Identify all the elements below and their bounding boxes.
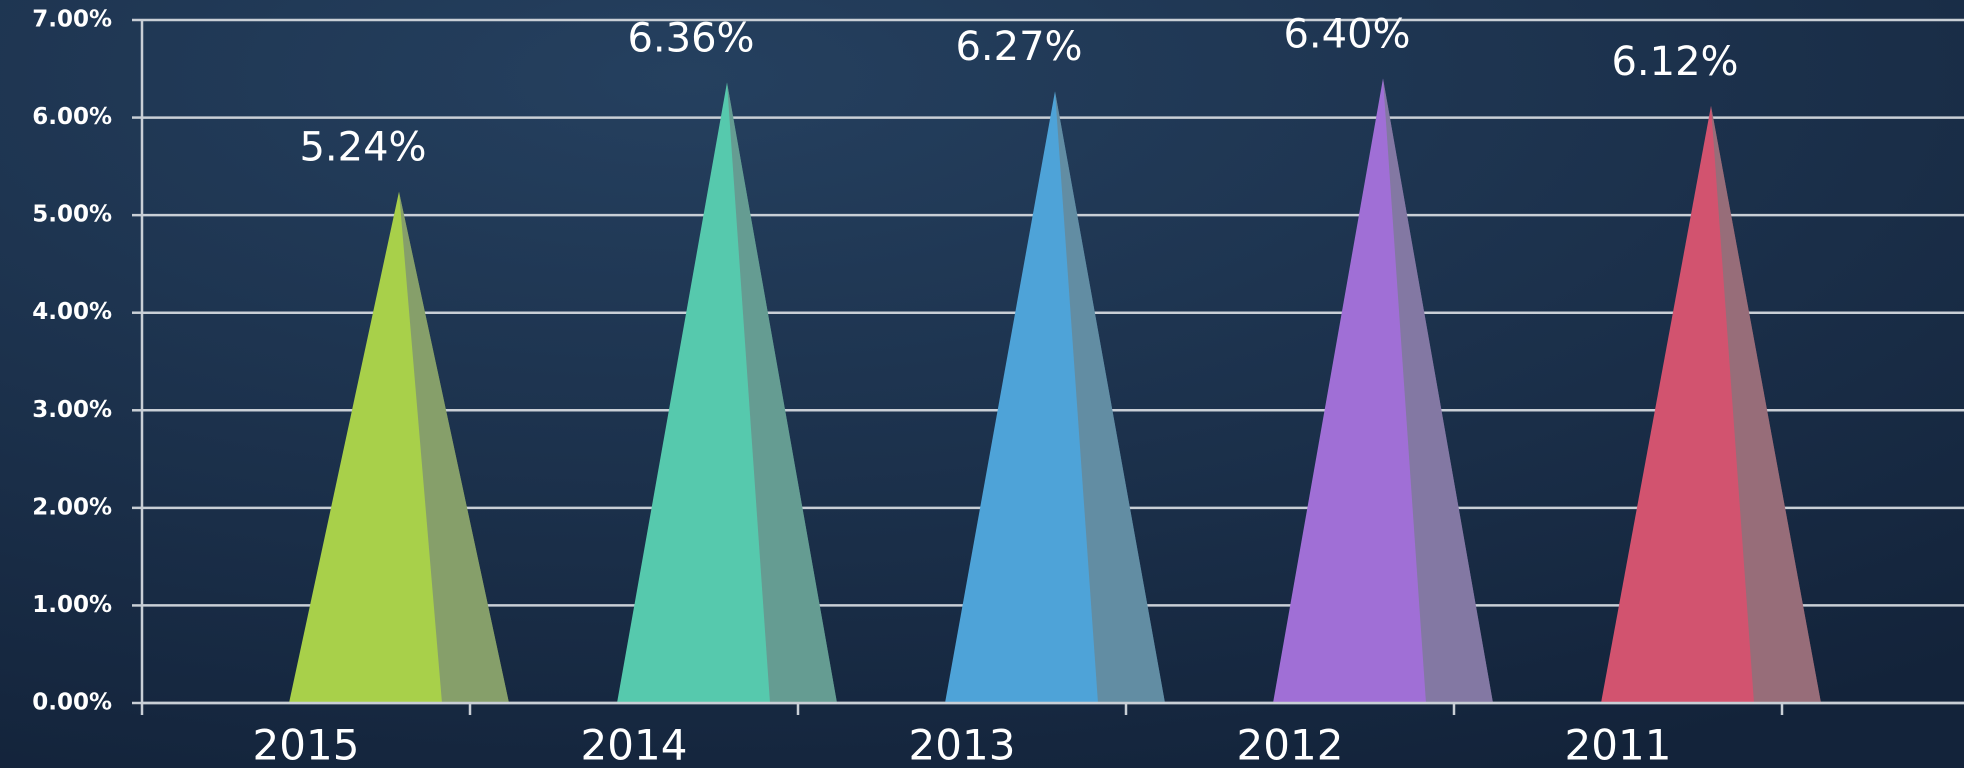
y-tick-label: 7.00% <box>32 7 112 33</box>
bar-shade <box>1055 91 1165 703</box>
value-label: 5.24% <box>299 125 426 171</box>
bar-shade <box>727 82 837 703</box>
x-tick-label: 2014 <box>581 721 688 768</box>
y-tick-label: 4.00% <box>32 299 112 325</box>
x-tick-label: 2015 <box>253 721 360 768</box>
y-tick-label: 0.00% <box>32 690 112 716</box>
value-label: 6.27% <box>955 24 1082 70</box>
y-tick-label: 5.00% <box>32 202 112 228</box>
bar-shade <box>399 191 509 703</box>
value-label: 6.40% <box>1283 12 1410 58</box>
value-label: 6.12% <box>1611 39 1738 85</box>
x-tick-label: 2011 <box>1565 721 1672 768</box>
y-tick-label: 2.00% <box>32 494 112 520</box>
value-label: 6.36% <box>627 15 754 61</box>
y-tick-label: 3.00% <box>32 397 112 423</box>
x-tick-label: 2013 <box>909 721 1016 768</box>
bar-shade <box>1711 105 1821 703</box>
bar-shade <box>1383 78 1493 704</box>
x-tick-label: 2012 <box>1237 721 1344 768</box>
y-tick-label: 6.00% <box>32 104 112 130</box>
y-tick-label: 1.00% <box>32 592 112 618</box>
